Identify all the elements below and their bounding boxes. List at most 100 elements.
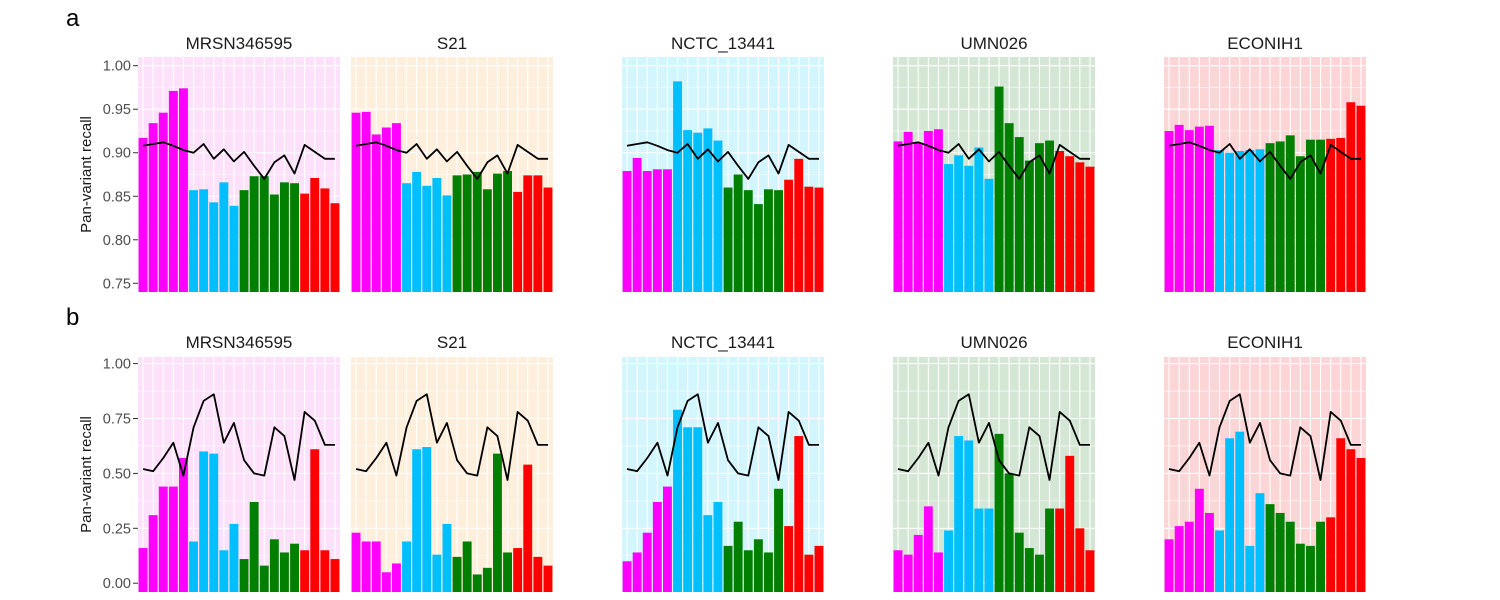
bar <box>361 111 371 292</box>
bar <box>381 572 391 592</box>
bar <box>673 409 682 592</box>
facet-background <box>622 357 824 592</box>
y-tick-label: 0.95 <box>103 102 131 118</box>
bar <box>402 183 411 292</box>
bar <box>1164 539 1174 592</box>
bar <box>954 436 964 592</box>
bar <box>412 449 422 592</box>
bar <box>381 127 391 292</box>
facet-umn026: UMN026 <box>893 34 1095 292</box>
bar <box>753 539 763 592</box>
bar <box>1075 528 1085 592</box>
bar <box>1014 137 1024 292</box>
facet-nctc-13441: NCTC_13441 <box>622 333 824 592</box>
bar <box>239 190 249 292</box>
bar <box>462 541 472 592</box>
line-series <box>1168 393 1361 481</box>
bar <box>1326 517 1336 592</box>
bar <box>1194 488 1204 592</box>
facet-strip-title: S21 <box>437 34 467 53</box>
bar <box>632 157 642 292</box>
bar <box>280 182 289 292</box>
bar <box>974 147 984 292</box>
bar <box>310 177 320 292</box>
bar <box>1035 143 1044 292</box>
bar <box>199 451 209 592</box>
bar <box>663 169 672 292</box>
line-series <box>897 141 1090 180</box>
bar <box>1045 140 1054 292</box>
bar <box>723 545 733 592</box>
y-tick-label: 0.75 <box>103 411 131 427</box>
bar <box>1225 438 1235 592</box>
bar <box>189 190 198 292</box>
bar <box>713 501 723 592</box>
bar <box>1316 521 1325 592</box>
bar <box>663 486 672 592</box>
bar <box>472 574 482 592</box>
bar <box>903 554 913 592</box>
bar <box>683 427 693 592</box>
chart-layer: Pan-variant recall 0.75 0.80 0.85 0.90 0.95 1.… <box>78 34 1366 592</box>
line-series <box>626 141 819 180</box>
bar <box>1035 554 1044 592</box>
bar <box>774 488 783 592</box>
bar <box>300 193 310 292</box>
bar <box>189 541 198 592</box>
bar <box>1205 125 1214 292</box>
bar <box>1316 139 1325 292</box>
bar <box>1255 493 1265 592</box>
facet-strip-title: ECONIH1 <box>1227 333 1303 352</box>
bar <box>794 436 804 592</box>
bar <box>1174 526 1184 592</box>
bar <box>310 449 320 592</box>
bar <box>994 433 1004 592</box>
facet-strip-title: UMN026 <box>960 34 1027 53</box>
bar <box>361 541 371 592</box>
chart-panel-a: Pan-variant recall 0.75 0.80 0.85 0.90 0.95 1.… <box>78 34 1366 292</box>
facet-s21: S21 <box>351 333 553 592</box>
bar <box>138 548 148 592</box>
bar <box>1184 521 1194 592</box>
bar <box>944 164 953 292</box>
bar <box>412 171 422 292</box>
bar <box>923 506 933 592</box>
bar <box>934 552 943 592</box>
bar <box>944 530 953 592</box>
bar <box>493 453 502 592</box>
bar <box>158 486 168 592</box>
facet-strip-title: NCTC_13441 <box>671 34 775 53</box>
bar <box>168 90 178 292</box>
line-series <box>142 393 335 481</box>
bar <box>1265 504 1275 592</box>
bar <box>1085 166 1095 292</box>
bar <box>452 556 462 592</box>
bar <box>743 550 753 592</box>
bar <box>913 143 923 292</box>
bar <box>1285 521 1295 592</box>
bar <box>432 554 442 592</box>
bar <box>703 128 713 292</box>
y-tick-label: 0.80 <box>103 233 131 249</box>
chart-panel-b: Pan-variant recall 0.00 0.25 0.50 0.75 1.00 MR… <box>78 333 1366 592</box>
bar <box>1336 137 1346 292</box>
bar <box>784 526 794 592</box>
line-series <box>355 141 548 180</box>
bar <box>1306 139 1315 292</box>
line-series <box>626 393 819 481</box>
facet-nctc-13441: NCTC_13441 <box>622 34 824 293</box>
bar <box>1255 149 1265 292</box>
bar <box>280 552 289 592</box>
y-tick-label: 0.25 <box>103 521 131 537</box>
bar <box>974 508 984 592</box>
bar <box>954 155 964 292</box>
y-tick-label: 0.85 <box>103 189 131 205</box>
bar <box>964 440 974 592</box>
bar <box>493 173 502 292</box>
line-series <box>355 393 548 481</box>
bar <box>913 534 923 592</box>
bar <box>743 190 753 292</box>
bar <box>683 130 693 292</box>
bar <box>158 112 168 292</box>
